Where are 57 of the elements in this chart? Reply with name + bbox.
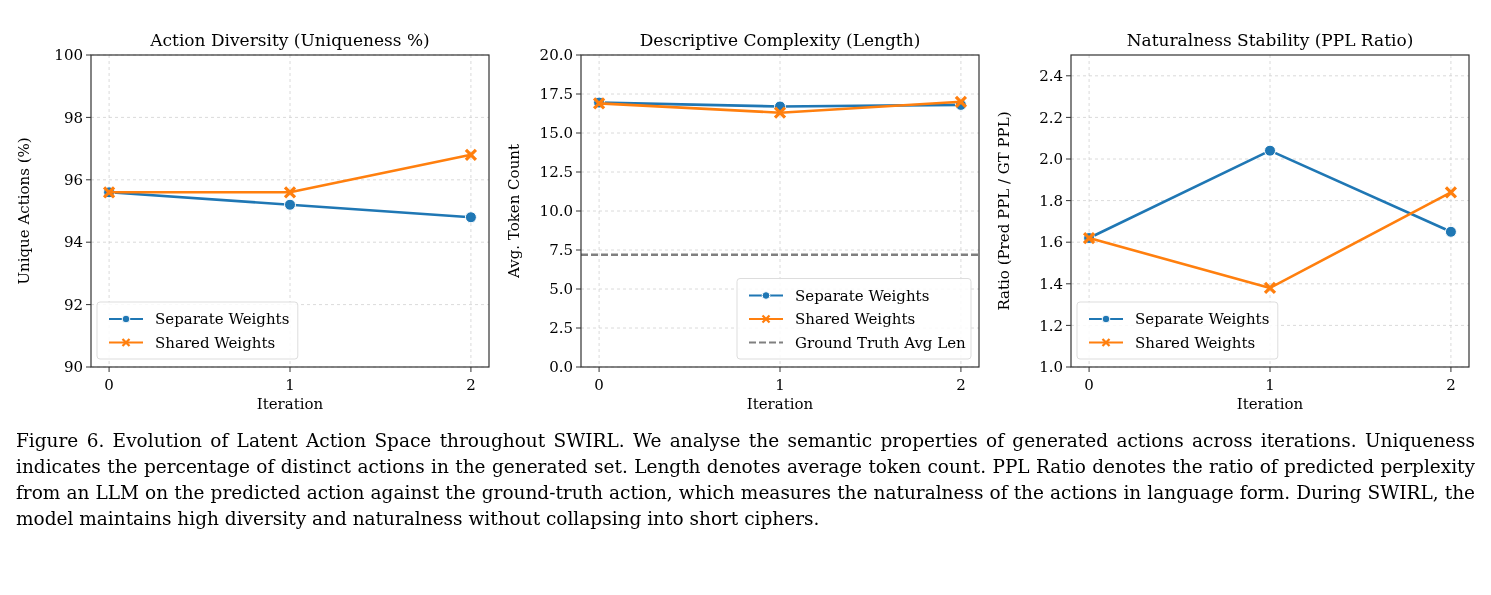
- x-axis-title: Iteration: [1236, 395, 1304, 413]
- y-tick-label: 2.0: [1039, 150, 1063, 169]
- x-tick-label: 1: [1265, 376, 1275, 394]
- point: [1444, 225, 1457, 238]
- legend-label: Separate Weights: [795, 286, 930, 305]
- x-tick-label: 2: [1446, 376, 1456, 394]
- chart-title: Descriptive Complexity (Length): [639, 30, 921, 50]
- y-axis-title: Avg. Token Count: [505, 144, 523, 279]
- x-tick-label: 1: [285, 376, 295, 394]
- point: [1264, 144, 1276, 157]
- y-axis-title: Unique Actions (%): [15, 137, 33, 285]
- y-axis-title: Ratio (Pred PPL / GT PPL): [995, 111, 1013, 311]
- legend-label: Shared Weights: [795, 310, 916, 329]
- x-tick-label: 1: [775, 376, 785, 394]
- y-tick-label: 94: [63, 233, 83, 252]
- legend-label: Shared Weights: [1135, 333, 1256, 352]
- y-tick-label: 2.5: [549, 319, 573, 338]
- x-tick-label: 2: [956, 376, 966, 394]
- point: [283, 185, 297, 199]
- y-tick-label: 2.2: [1039, 108, 1063, 127]
- y-tick-label: 0.0: [549, 358, 573, 377]
- legend-label: Shared Weights: [155, 333, 276, 352]
- y-tick-label: 5.0: [549, 280, 573, 299]
- x-tick-label: 0: [104, 376, 114, 394]
- x-tick-label: 2: [466, 376, 476, 394]
- point: [1444, 185, 1458, 199]
- y-tick-label: 7.5: [549, 241, 573, 260]
- y-tick-label: 1.4: [1039, 275, 1063, 294]
- y-tick-label: 12.5: [539, 163, 573, 182]
- x-tick-label: 0: [1084, 376, 1094, 394]
- y-tick-label: 92: [63, 295, 83, 314]
- y-tick-label: 100: [54, 46, 83, 65]
- legend-label: Ground Truth Avg Len: [795, 333, 967, 352]
- caption: Figure 6. Evolution of Latent Action Space throughout SWIRL. We analyse the semantic properties of generated actions across iterations. Uniqueness indicates the percentage of distinct actions in the generated set. Length denotes average token count. PPL Ratio denotes the ratio of predicted perplexity from an LLM on the predicted action against the ground-truth action, which measures the naturalness of the actions in language form. During SWIRL, the model maintains high diversity and naturalness without collapsing into short ciphers.: [16, 429, 1475, 531]
- y-tick-label: 1.2: [1039, 316, 1063, 335]
- y-tick-label: 90: [63, 358, 83, 377]
- y-tick-label: 1.8: [1039, 191, 1063, 210]
- y-tick-label: 1.6: [1039, 233, 1063, 252]
- y-tick-label: 98: [63, 108, 83, 127]
- point: [1263, 281, 1277, 295]
- x-axis-title: Iteration: [746, 395, 814, 413]
- legend-label: Separate Weights: [155, 310, 290, 329]
- x-tick-label: 0: [594, 376, 604, 394]
- y-tick-label: 10.0: [539, 202, 573, 221]
- chart-title: Action Diversity (Uniqueness %): [149, 30, 430, 50]
- y-tick-label: 20.0: [539, 46, 573, 65]
- y-tick-label: 96: [63, 171, 83, 190]
- y-tick-label: 17.5: [539, 85, 573, 104]
- y-tick-label: 1.0: [1039, 358, 1063, 377]
- legend-label: Separate Weights: [1135, 310, 1270, 329]
- chart-title: Naturalness Stability (PPL Ratio): [1126, 30, 1414, 50]
- point: [464, 211, 477, 224]
- y-tick-label: 2.4: [1039, 67, 1063, 86]
- y-tick-label: 15.0: [539, 124, 573, 143]
- point: [464, 148, 478, 162]
- point: [284, 198, 296, 211]
- x-axis-title: Iteration: [256, 395, 324, 413]
